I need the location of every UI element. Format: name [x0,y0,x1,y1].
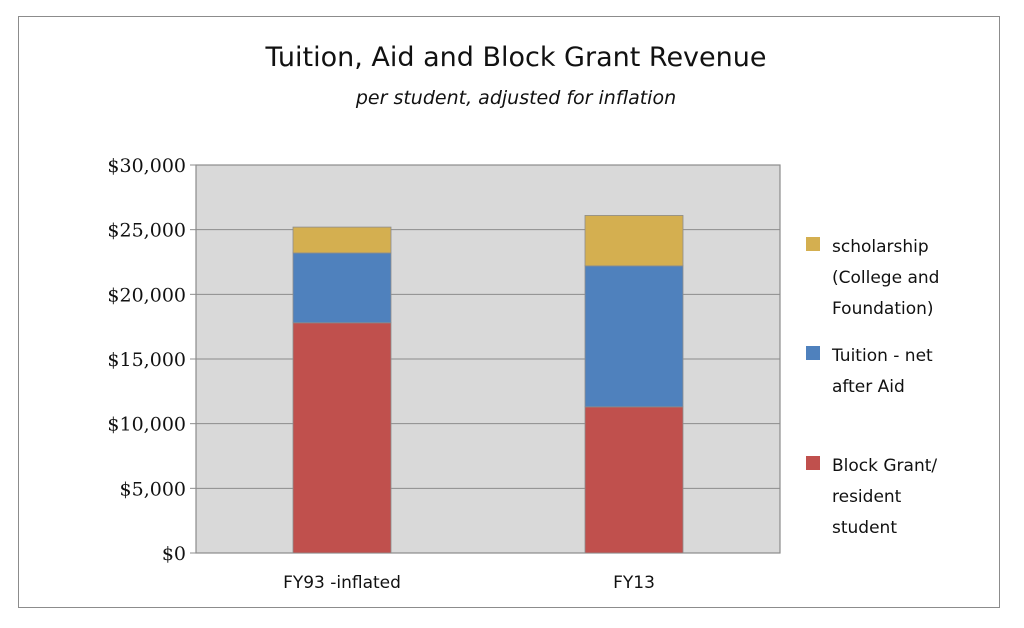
y-tick-label: $30,000 [107,155,186,177]
bar-segment [292,252,392,324]
bar-segment [292,226,392,254]
legend-swatch [806,346,820,360]
legend-swatch [806,456,820,470]
y-tick-label: $25,000 [107,220,186,242]
y-tick-label: $15,000 [107,349,186,371]
bar-segment [584,265,684,408]
bar-segment [292,322,392,554]
legend-swatch [806,237,820,251]
legend-label: scholarship (College and Foundation) [832,237,939,319]
chart-subtitle: per student, adjusted for inflation [355,87,676,109]
x-tick-label: FY93 -inflated [283,573,401,593]
y-tick-label: $10,000 [107,414,186,436]
legend-label: Tuition - net after Aid [831,346,933,397]
y-tick-label: $0 [162,543,186,565]
x-tick-label: FY13 [613,573,655,593]
y-tick-label: $20,000 [107,284,186,306]
legend-label: Block Grant/resident student [832,456,937,538]
chart-title: Tuition, Aid and Block Grant Revenue [264,42,766,73]
bar-segment [584,406,684,554]
bar-segment [584,215,684,267]
y-tick-label: $5,000 [120,478,186,500]
